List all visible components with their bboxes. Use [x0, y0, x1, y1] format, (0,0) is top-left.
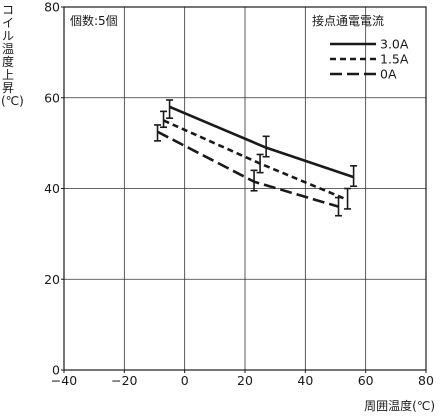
error-bar [256, 153, 264, 174]
x-tick-label: 60 [358, 373, 374, 388]
error-bar [335, 196, 343, 217]
legend-title: 接点通電電流 [312, 14, 385, 28]
x-axis-label: 周囲温度(℃) [364, 399, 435, 413]
series-3.0A [166, 99, 358, 188]
sample-count-annotation: 個数:5個 [70, 14, 118, 28]
error-bar [160, 110, 168, 129]
error-bar [262, 135, 270, 158]
x-tick-label: −20 [111, 373, 137, 388]
error-bar [154, 124, 162, 142]
legend-label: 1.5A [380, 52, 409, 67]
x-tick-label: 40 [297, 373, 313, 388]
series-line [169, 105, 355, 179]
plot-frame [63, 6, 427, 371]
y-tick-label: 0 [52, 363, 60, 378]
y-tick-label: 40 [44, 181, 60, 196]
legend-label: 0A [380, 67, 397, 82]
error-bar [350, 165, 358, 188]
series-group [154, 99, 358, 217]
y-axis-label: コイル温度上昇(℃) [1, 3, 24, 108]
series-0A [154, 124, 343, 217]
error-bar [250, 169, 258, 192]
grid [64, 7, 426, 370]
x-tick-label: 20 [237, 373, 253, 388]
error-bar [166, 99, 174, 119]
y-tick-label: 60 [44, 90, 60, 105]
x-tick-label: 80 [418, 373, 434, 388]
y-tick-label: 80 [44, 0, 60, 15]
y-tick-label: 20 [44, 272, 60, 287]
ticks-group: −40 −20 0 20 40 60 80 0 20 40 60 80 [44, 0, 434, 388]
series-line [163, 119, 349, 202]
x-tick-label: −40 [51, 373, 77, 388]
error-bar [344, 187, 352, 210]
series-1.5A [160, 110, 352, 210]
x-tick-label: 0 [181, 373, 189, 388]
legend-label: 3.0A [380, 37, 409, 52]
